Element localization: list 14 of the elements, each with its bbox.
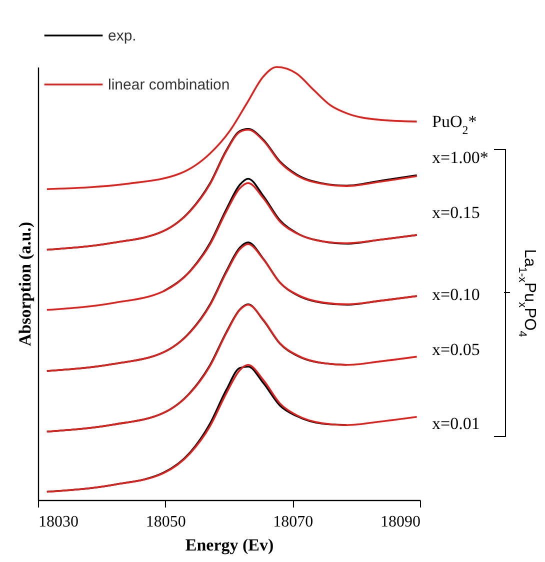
x-tick-label: 18050	[146, 514, 186, 530]
text: x=0.10	[432, 285, 480, 304]
text: PuO$_{2}$*	[432, 112, 477, 137]
text: x=0.01	[432, 414, 480, 433]
text: x=0.05	[432, 340, 480, 359]
legend-label: exp.	[108, 28, 136, 44]
y-axis-title: Absorption (a.u.)	[16, 222, 34, 346]
legend-label: linear combination	[108, 76, 230, 94]
text: x=1.00*	[432, 148, 488, 167]
x-tick-label: 18030	[38, 514, 78, 530]
x-axis-title: Energy (Ev)	[185, 536, 274, 554]
x-tick-label: 18070	[273, 514, 314, 530]
text: x=0.15	[432, 203, 480, 222]
x-tick-label: 18090	[380, 514, 420, 530]
